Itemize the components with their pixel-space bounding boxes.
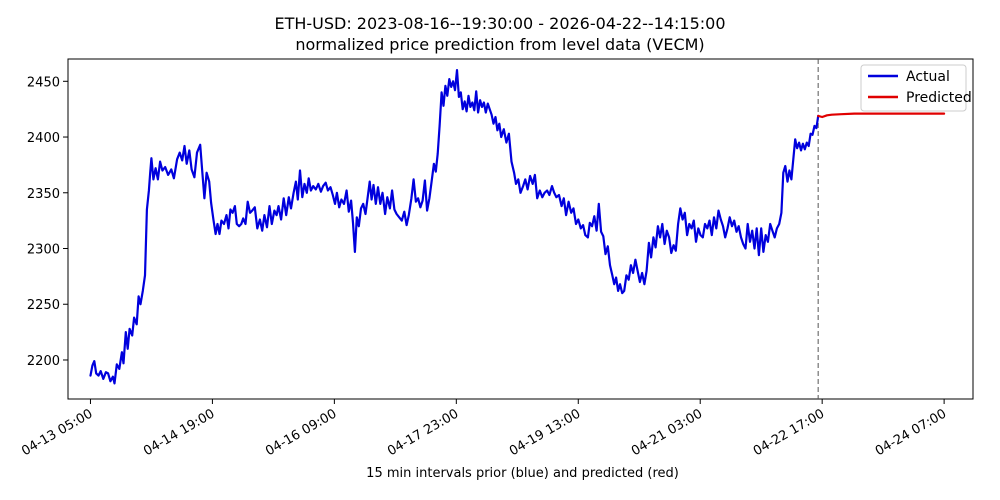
x-tick-label: 04-14 19:00 bbox=[141, 406, 217, 459]
x-tick-label: 04-13 05:00 bbox=[19, 406, 95, 459]
series-group bbox=[89, 69, 946, 385]
y-tick-label: 2450 bbox=[27, 75, 60, 90]
x-tick-label: 04-19 13:00 bbox=[507, 406, 583, 459]
chart-subtitle: normalized price prediction from level d… bbox=[295, 35, 705, 54]
x-tick-label: 04-22 17:00 bbox=[751, 406, 827, 459]
chart-title: ETH-USD: 2023-08-16--19:30:00 - 2026-04-… bbox=[274, 14, 726, 33]
x-tick-label: 04-17 23:00 bbox=[385, 406, 461, 459]
y-axis: 2200 2250 2300 2350 2400 2450 bbox=[27, 75, 68, 369]
x-tick-label: 04-16 09:00 bbox=[263, 406, 339, 459]
y-tick-label: 2400 bbox=[27, 131, 60, 146]
y-tick-label: 2350 bbox=[27, 187, 60, 202]
x-axis: 04-13 05:00 04-14 19:00 04-16 09:00 04-17 2… bbox=[19, 399, 949, 459]
legend: Actual Predicted bbox=[860, 64, 972, 112]
legend-label-actual: Actual bbox=[906, 69, 950, 85]
legend-label-predicted: Predicted bbox=[906, 90, 972, 106]
x-tick-label: 04-21 03:00 bbox=[629, 406, 705, 459]
y-tick-label: 2200 bbox=[27, 354, 60, 369]
series-line-predicted bbox=[817, 112, 946, 119]
plot-frame bbox=[67, 58, 974, 400]
y-tick-label: 2250 bbox=[27, 298, 60, 313]
x-axis-label: 15 min intervals prior (blue) and predic… bbox=[366, 466, 679, 481]
series-line-actual bbox=[89, 69, 820, 385]
y-tick-label: 2300 bbox=[27, 243, 60, 258]
x-tick-label: 04-24 07:00 bbox=[873, 406, 949, 459]
